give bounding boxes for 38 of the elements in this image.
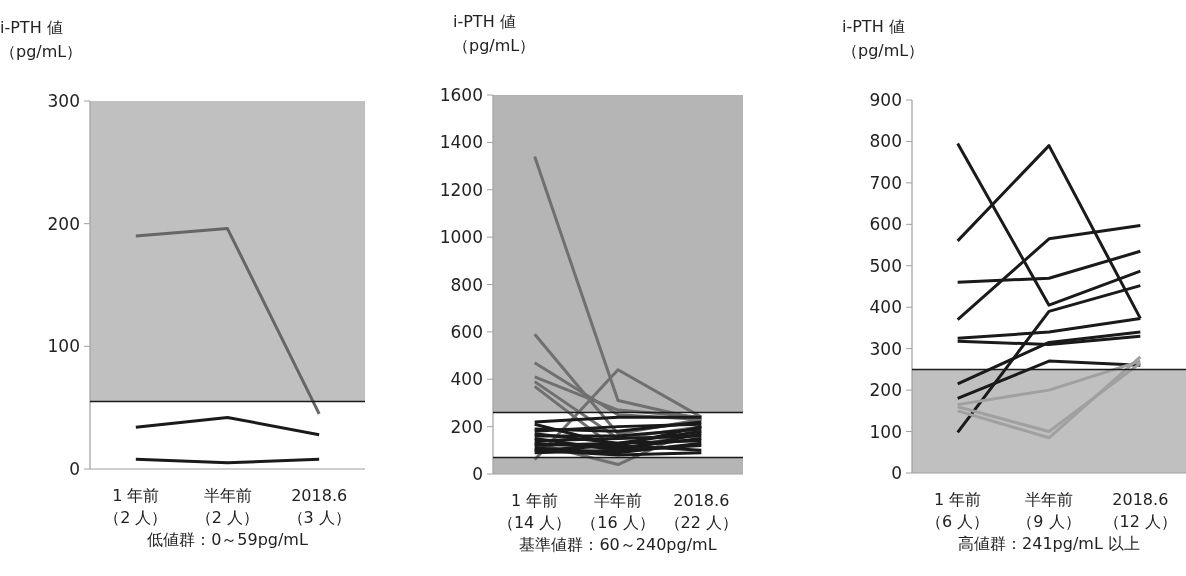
y-tick-label: 500 bbox=[869, 255, 902, 276]
x-axis-title: 基準値群：60～240pg/mL bbox=[519, 535, 717, 554]
y-tick-label: 100 bbox=[869, 421, 902, 442]
x-tick-label: 2018.6（22 人） bbox=[664, 491, 739, 532]
y-tick-label: 800 bbox=[450, 274, 483, 295]
y-tick-label: 400 bbox=[450, 369, 483, 390]
x-tick-label: 2018.6（3 人） bbox=[287, 486, 351, 527]
x-tick-label: 1 年前（14 人） bbox=[497, 491, 572, 532]
x-tick-label: 1 年前（6 人） bbox=[926, 490, 990, 531]
x-tick-label: 2018.6（12 人） bbox=[1103, 490, 1178, 531]
y-tick-label: 700 bbox=[869, 172, 902, 193]
y-tick-label: 0 bbox=[69, 459, 80, 479]
y-tick-label: 1000 bbox=[439, 227, 483, 248]
x-tick-label: 半年前（16 人） bbox=[581, 491, 655, 532]
y-tick-label: 300 bbox=[869, 338, 902, 359]
x-axis-title: 高値群：241pg/mL 以上 bbox=[958, 534, 1140, 553]
y-tick-label: 600 bbox=[869, 214, 902, 235]
y-tick-label: 100 bbox=[47, 336, 80, 357]
y-tick-label: 900 bbox=[869, 90, 902, 110]
y-tick-label: 800 bbox=[869, 131, 902, 152]
y-tick-label: 200 bbox=[47, 213, 80, 234]
y-tick-label: 300 bbox=[47, 91, 80, 111]
y-tick-label: 400 bbox=[869, 297, 902, 318]
y-tick-label: 0 bbox=[891, 463, 902, 483]
y-axis-title: i-PTH 値（pg/mL） bbox=[453, 12, 536, 55]
x-tick-label: 半年前（9 人） bbox=[1017, 490, 1081, 531]
y-tick-label: 0 bbox=[472, 464, 483, 484]
x-tick-label: 1 年前（2 人） bbox=[104, 486, 168, 527]
y-tick-label: 600 bbox=[450, 321, 483, 342]
x-tick-label: 半年前（2 人） bbox=[195, 486, 260, 527]
y-axis-title: i-PTH 値（pg/mL） bbox=[0, 18, 83, 61]
y-tick-label: 1200 bbox=[439, 179, 483, 200]
y-tick-label: 1400 bbox=[439, 132, 483, 153]
y-axis-title: i-PTH 値（pg/mL） bbox=[842, 17, 925, 60]
y-tick-label: 200 bbox=[450, 416, 483, 437]
y-tick-label: 200 bbox=[869, 380, 902, 401]
x-axis-title: 低値群：0～59pg/mL bbox=[147, 530, 308, 549]
y-tick-label: 1600 bbox=[439, 85, 483, 105]
